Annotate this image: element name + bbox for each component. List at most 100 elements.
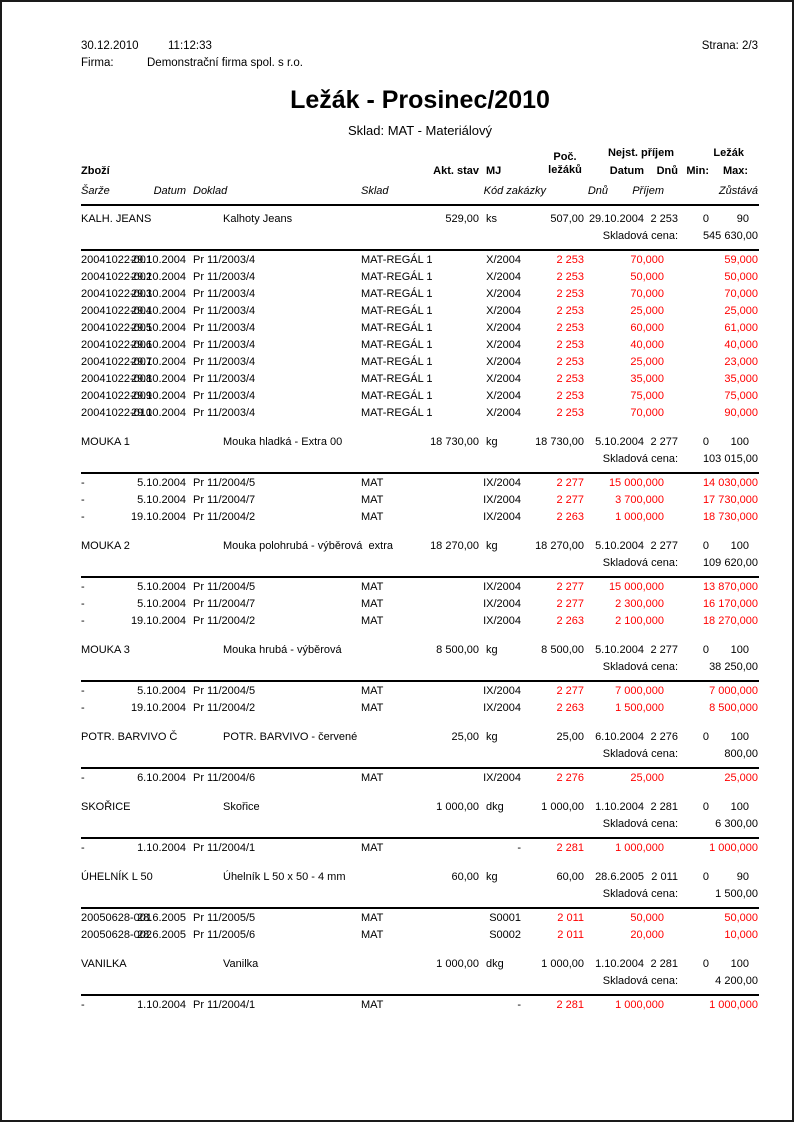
order-code-cell: X/2004 — [486, 288, 521, 300]
col-lezak: Ležák — [713, 147, 744, 159]
product-code: MOUKA 2 — [81, 540, 130, 552]
order-code-cell: X/2004 — [486, 271, 521, 283]
order-code-cell: S0002 — [489, 929, 521, 941]
warehouse-cell: MAT — [361, 999, 384, 1011]
days-cell: 2 277 — [556, 685, 584, 697]
unit: kg — [486, 540, 498, 552]
document-cell: Pr 11/2003/4 — [193, 271, 256, 283]
detail-row: 20041022-009 29.10.2004 Pr 11/2003/4 MAT-RE… — [81, 389, 759, 406]
days-cell: 2 253 — [556, 305, 584, 317]
document-cell: Pr 11/2005/5 — [193, 912, 256, 924]
group-header-row: ÚHELNÍK L 50 Úhelník L 50 x 50 - 4 mm 60,0… — [81, 870, 759, 887]
date-cell: 19.10.2004 — [130, 702, 186, 714]
receipt-cell: 70,000 — [630, 407, 664, 419]
receipt-cell: 50,000 — [630, 912, 664, 924]
order-code-cell: X/2004 — [486, 356, 521, 368]
batch-cell: 20041022-005 — [81, 322, 152, 334]
batch-cell: - — [81, 581, 85, 593]
stock-price-label: Skladová cena: — [602, 453, 678, 465]
days-cell: 2 263 — [556, 702, 584, 714]
oldest-receipt-days: 2 281 — [650, 958, 678, 970]
col-max: Max: — [722, 165, 748, 177]
days-cell: 2 253 — [556, 288, 584, 300]
detail-row: 20041022-010 29.10.2004 Pr 11/2003/4 MAT-RE… — [81, 406, 759, 423]
remaining-cell: 13 870,000 — [702, 581, 758, 593]
remaining-cell: 70,000 — [724, 288, 758, 300]
warehouse-cell: MAT — [361, 494, 384, 506]
product-group: MOUKA 3 Mouka hrubá - výběrová 8 500,00 kg 8… — [81, 643, 759, 718]
warehouse-cell: MAT — [361, 511, 384, 523]
group-header-row: MOUKA 2 Mouka polohrubá - výběrová extra 1… — [81, 539, 759, 556]
stock-price-value: 6 300,00 — [715, 818, 758, 830]
current-stock: 1 000,00 — [436, 801, 479, 813]
detail-row: - 1.10.2004 Pr 11/2004/1 MAT - 2 281 1 000,000… — [81, 841, 759, 858]
stock-price-label: Skladová cena: — [602, 557, 678, 569]
detail-row: 20041022-001 29.10.2004 Pr 11/2003/4 MAT-RE… — [81, 253, 759, 270]
stock-price-row: Skladová cena: 545 630,00 — [81, 229, 759, 246]
order-code-cell: X/2004 — [486, 407, 521, 419]
product-code: ÚHELNÍK L 50 — [81, 871, 153, 883]
warehouse-cell: MAT-REGÁL 1 — [361, 271, 433, 283]
detail-row: - 6.10.2004 Pr 11/2004/6 MAT IX/2004 2 276 25,… — [81, 771, 759, 788]
page-subtitle: Sklad: MAT - Materiálový — [347, 123, 492, 138]
product-code: KALH. JEANS — [81, 213, 152, 225]
order-code-cell: IX/2004 — [483, 615, 521, 627]
days-cell: 2 276 — [556, 772, 584, 784]
oldest-receipt-days: 2 011 — [651, 871, 678, 883]
date-cell: 19.10.2004 — [130, 615, 186, 627]
detail-row: 20041022-006 29.10.2004 Pr 11/2003/4 MAT-RE… — [81, 338, 759, 355]
order-code-cell: IX/2004 — [483, 702, 521, 714]
receipt-cell: 75,000 — [630, 390, 664, 402]
batch-cell: 20050628-002 — [81, 929, 152, 941]
min-days: 0 — [702, 731, 709, 743]
detail-row: - 5.10.2004 Pr 11/2004/7 MAT IX/2004 2 277 2 3… — [81, 597, 759, 614]
initial-slow-stock: 25,00 — [556, 731, 584, 743]
stock-price-label: Skladová cena: — [602, 661, 678, 673]
stock-price-value: 109 620,00 — [702, 557, 758, 569]
col-akt-stav: Akt. stav — [433, 165, 479, 177]
days-cell: 2 253 — [556, 254, 584, 266]
document-cell: Pr 11/2003/4 — [193, 339, 256, 351]
days-cell: 2 281 — [556, 842, 584, 854]
unit: dkg — [486, 801, 504, 813]
batch-cell: - — [81, 511, 85, 523]
warehouse-cell: MAT-REGÁL 1 — [361, 373, 433, 385]
remaining-cell: 16 170,000 — [702, 598, 758, 610]
detail-row: - 19.10.2004 Pr 11/2004/2 MAT IX/2004 2 263 1 … — [81, 510, 759, 527]
current-stock: 529,00 — [445, 213, 479, 225]
order-code-cell: X/2004 — [486, 254, 521, 266]
product-group: ÚHELNÍK L 50 Úhelník L 50 x 50 - 4 mm 60,0… — [81, 870, 759, 945]
receipt-cell: 7 000,000 — [615, 685, 664, 697]
date-cell: 29.10.2004 — [130, 373, 186, 385]
remaining-cell: 1 000,000 — [709, 842, 758, 854]
batch-cell: - — [81, 999, 85, 1011]
order-code-cell: X/2004 — [486, 373, 521, 385]
order-code-cell: IX/2004 — [483, 598, 521, 610]
date-cell: 5.10.2004 — [137, 598, 186, 610]
order-code-cell: X/2004 — [486, 322, 521, 334]
document-cell: Pr 11/2003/4 — [193, 254, 256, 266]
receipt-cell: 1 000,000 — [615, 511, 664, 523]
days-cell: 2 263 — [556, 615, 584, 627]
product-name: Kalhoty Jeans — [223, 213, 293, 225]
detail-row: 20041022-005 29.10.2004 Pr 11/2003/4 MAT-RE… — [81, 321, 759, 338]
warehouse-cell: MAT — [361, 842, 384, 854]
unit: dkg — [486, 958, 504, 970]
remaining-cell: 7 000,000 — [709, 685, 758, 697]
detail-row: 20050628-002 28.6.2005 Pr 11/2005/6 MAT S000… — [81, 928, 759, 945]
warehouse-cell: MAT-REGÁL 1 — [361, 305, 433, 317]
remaining-cell: 10,000 — [724, 929, 758, 941]
remaining-cell: 1 000,000 — [709, 999, 758, 1011]
date-cell: 19.10.2004 — [130, 511, 186, 523]
group-divider — [81, 907, 759, 909]
document-cell: Pr 11/2004/7 — [193, 494, 256, 506]
receipt-cell: 35,000 — [630, 373, 664, 385]
document-cell: Pr 11/2004/5 — [193, 685, 256, 697]
group-divider — [81, 837, 759, 839]
warehouse-cell: MAT-REGÁL 1 — [361, 288, 433, 300]
remaining-cell: 25,000 — [724, 772, 758, 784]
current-stock: 60,00 — [451, 871, 479, 883]
group-header-row: POTR. BARVIVO Č POTR. BARVIVO - červené 25… — [81, 730, 759, 747]
date-cell: 28.6.2005 — [137, 912, 186, 924]
unit: kg — [486, 436, 498, 448]
